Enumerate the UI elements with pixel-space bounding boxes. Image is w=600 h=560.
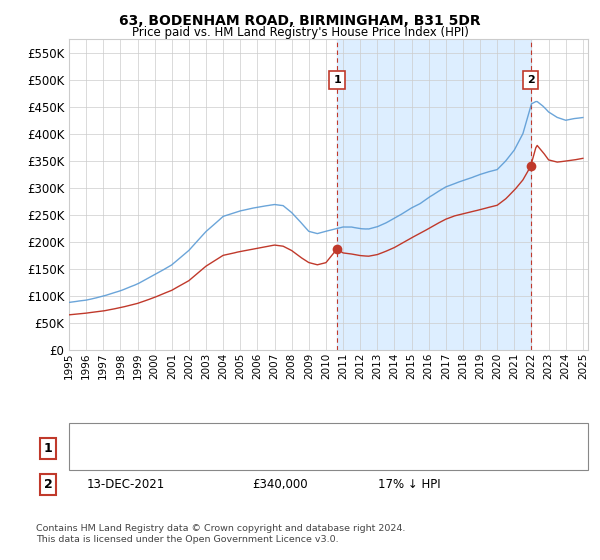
Text: 13-DEC-2021: 13-DEC-2021 xyxy=(87,478,165,491)
Text: 1: 1 xyxy=(333,74,341,85)
Text: —: — xyxy=(81,428,97,442)
Text: 63, BODENHAM ROAD, BIRMINGHAM, B31 5DR: 63, BODENHAM ROAD, BIRMINGHAM, B31 5DR xyxy=(119,14,481,28)
Text: 27% ↓ HPI: 27% ↓ HPI xyxy=(378,441,440,455)
Text: 2: 2 xyxy=(44,478,52,491)
Text: Contains HM Land Registry data © Crown copyright and database right 2024.
This d: Contains HM Land Registry data © Crown c… xyxy=(36,524,406,544)
Text: 63, BODENHAM ROAD, BIRMINGHAM, B31 5DR (detached house): 63, BODENHAM ROAD, BIRMINGHAM, B31 5DR (… xyxy=(105,430,460,440)
Text: £187,500: £187,500 xyxy=(252,441,308,455)
Bar xyxy=(337,39,530,350)
Text: 25-AUG-2010: 25-AUG-2010 xyxy=(87,441,166,455)
Text: 1: 1 xyxy=(44,441,52,455)
Text: 2: 2 xyxy=(527,74,535,85)
Text: HPI: Average price, detached house, Birmingham: HPI: Average price, detached house, Birm… xyxy=(105,453,374,463)
Text: —: — xyxy=(81,451,97,465)
Text: £340,000: £340,000 xyxy=(252,478,308,491)
Text: 17% ↓ HPI: 17% ↓ HPI xyxy=(378,478,440,491)
Text: Price paid vs. HM Land Registry's House Price Index (HPI): Price paid vs. HM Land Registry's House … xyxy=(131,26,469,39)
